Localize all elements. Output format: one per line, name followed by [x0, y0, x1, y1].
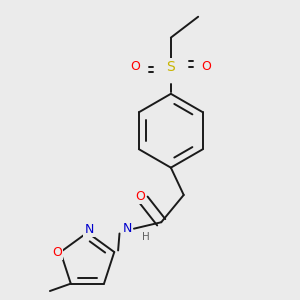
Text: O: O [52, 245, 62, 259]
Text: N: N [123, 221, 132, 235]
Text: N: N [84, 224, 94, 236]
Text: H: H [142, 232, 150, 242]
Text: O: O [130, 60, 140, 73]
Text: O: O [201, 60, 211, 73]
Text: S: S [167, 59, 175, 74]
Text: O: O [135, 190, 145, 203]
